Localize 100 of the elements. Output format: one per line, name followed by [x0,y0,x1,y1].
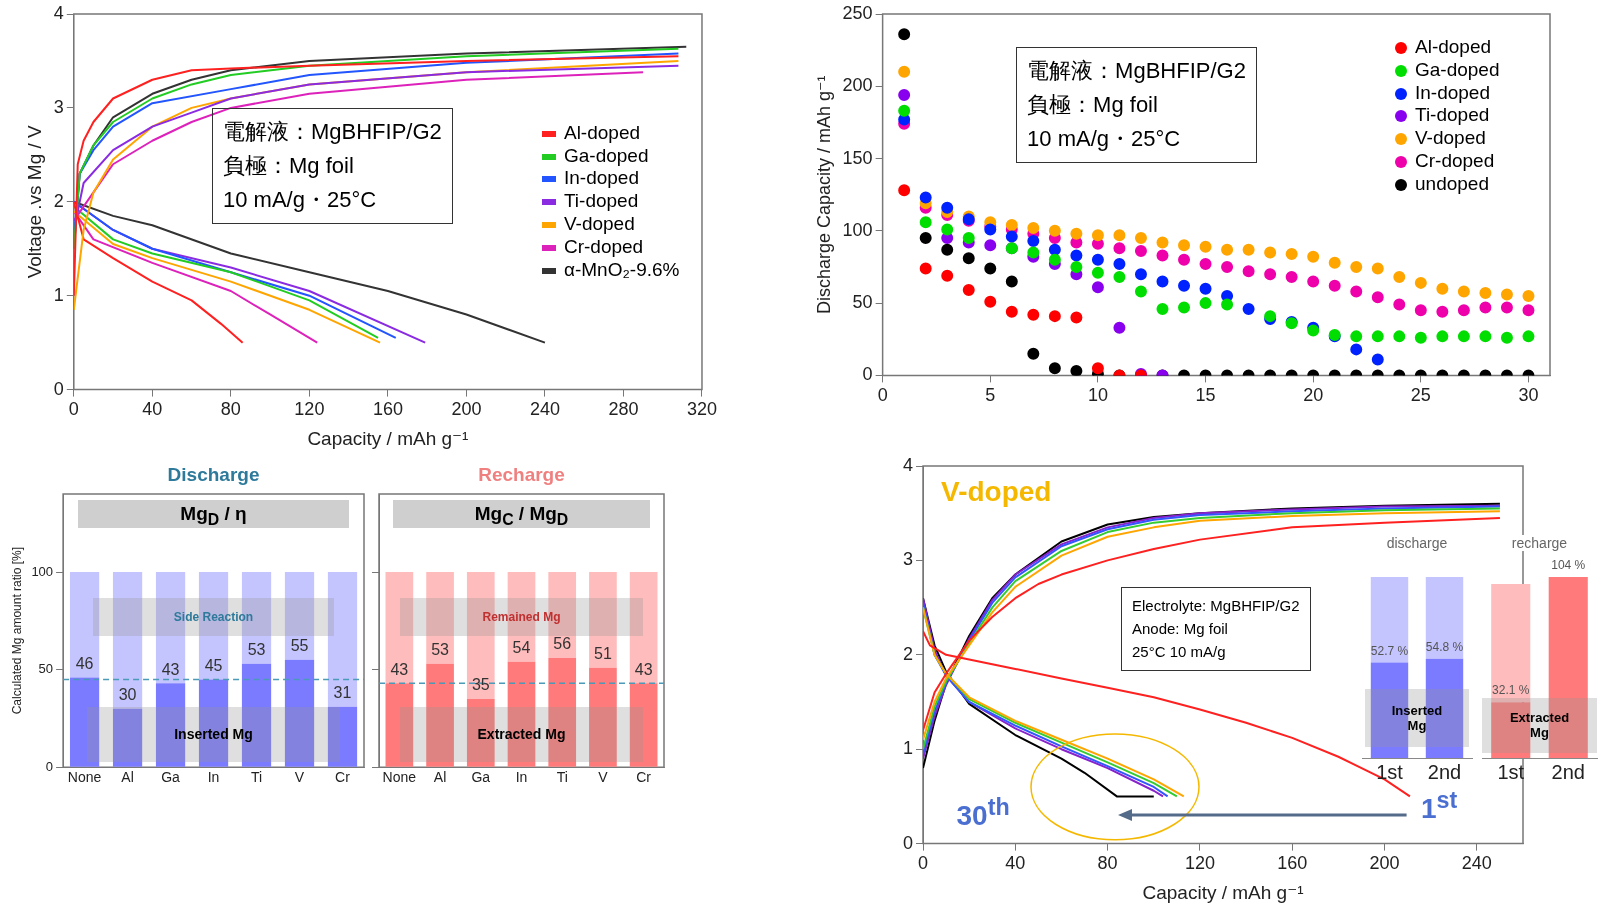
data-label: 52.7 % [1370,643,1409,658]
y-tick-label: 1 [903,738,914,759]
y-tick-label: 0 [862,364,873,385]
data-label: 54.8 % [1425,640,1464,655]
x-tick-label: Cr [335,769,351,786]
x-tick-label: 240 [529,399,560,420]
y-tick-label: 3 [903,549,914,570]
legend-label: Al-doped [563,121,641,143]
x-tick-label: 200 [1369,853,1400,874]
x-axis-title: Capacity / mAh g⁻¹ [307,427,469,449]
x-tick-label: Ti [556,769,568,786]
annotation: 25°C 10 mA/g [1132,642,1227,663]
legend-label: Ga-doped [563,144,649,166]
chart-title: V-doped [941,476,1052,508]
x-tick-label: 5 [985,385,996,406]
x-axis-title: Capacity / mAh g⁻¹ [1142,881,1304,903]
annotation: Electrolyte: MgBHFIP/G2 [1132,595,1300,616]
data-label: 53 [247,641,266,659]
x-tick-label: 15 [1195,385,1216,406]
y-tick-label: 2 [903,643,914,664]
annotation: 電解液：MgBHFIP/G2 [223,117,442,146]
y-axis-title: Calculated Mg amount ratio [%] [9,546,24,715]
y-tick-label: 4 [53,2,64,23]
x-tick-label: 0 [68,399,79,420]
legend-label: Ti-doped [563,190,639,212]
data-label: 35 [471,676,490,694]
annotation: 電解液：MgBHFIP/G2 [1027,56,1246,85]
data-label: 53 [431,641,450,659]
annotation: 10 mA/g・25°C [223,186,378,215]
x-tick-label: 1st [1497,760,1525,783]
y-axis-title: Voltage .vs Mg / V [23,124,45,279]
legend-label: Ti-doped [1415,104,1490,126]
x-tick-label: 80 [220,399,241,420]
x-tick-label: 80 [1097,853,1118,874]
y-tick-label: 4 [903,454,914,475]
y-tick-label: 150 [842,147,873,168]
x-tick-label: 30 [1518,385,1539,406]
data-label: 31 [333,684,352,702]
annotation: 負極：Mg foil [223,152,355,180]
x-tick-label: Al [433,769,447,786]
data-label: 55 [290,637,309,655]
legend-label: Ga-doped [1415,58,1500,80]
y-tick-label: 1 [53,284,64,305]
x-tick-label: Ga [161,769,181,786]
data-label: 43 [634,660,653,678]
annotation: Anode: Mg foil [1132,619,1229,640]
x-tick-label: 25 [1410,385,1431,406]
x-tick-label: None [382,769,417,786]
data-label: 46 [75,654,94,672]
legend-label: V-doped [563,212,635,234]
data-label: 56 [553,635,572,653]
y-tick-label: 100 [842,219,873,240]
data-label: 104 % [1551,558,1586,573]
x-tick-label: In [207,769,220,786]
x-tick-label: 40 [1005,853,1026,874]
x-tick-label: 10 [1087,385,1108,406]
legend-label: In-doped [563,167,639,189]
y-tick-label: 50 [38,661,54,677]
y-tick-label: 2 [53,190,64,211]
x-tick-label: Al [121,769,134,786]
x-tick-label: 120 [294,399,325,420]
legend-label: V-doped [1415,127,1486,149]
x-tick-label: 2nd [1551,760,1585,783]
x-tick-label: 0 [918,853,929,874]
x-tick-label: None [67,769,102,786]
annotation: 1$^{st}$ [1421,786,1458,826]
data-label: 32.1 % [1492,683,1530,698]
x-tick-label: 0 [877,385,888,406]
legend-label: α-MnO₂-9.6% [563,258,680,280]
annotation: 30$^{th}$ [956,794,1010,833]
legend-label: In-doped [1415,81,1491,103]
chart-title: discharge [1358,535,1476,551]
data-label: 43 [390,660,409,678]
x-tick-label: 20 [1303,385,1324,406]
legend-label: Al-doped [1415,36,1492,57]
data-label: 45 [204,656,223,674]
x-tick-label: 2nd [1427,760,1462,783]
x-tick-label: 40 [142,399,163,420]
y-tick-label: 3 [53,96,64,117]
data-label: 30 [118,686,137,704]
legend-label: Cr-doped [563,235,644,257]
x-tick-label: In [515,769,528,786]
y-axis-title: Discharge Capacity / mAh g⁻¹ [813,75,834,314]
x-tick-label: 200 [451,399,482,420]
x-tick-label: 1st [1376,760,1404,783]
x-tick-label: Cr [636,769,652,786]
chart-title: recharge [1478,535,1601,551]
x-tick-label: 160 [1277,853,1308,874]
y-tick-label: 200 [842,75,873,96]
chart-title: Recharge [477,464,566,486]
data-label: 43 [161,660,180,678]
y-tick-label: 100 [31,563,54,579]
y-tick-label: 250 [842,2,873,23]
annotation: 10 mA/g・25°C [1027,124,1182,153]
x-tick-label: 120 [1184,853,1215,874]
annotation: 負極：Mg foil [1027,90,1159,119]
y-tick-label: 0 [903,832,914,853]
x-tick-label: 320 [686,399,718,420]
legend-label: undoped [1415,172,1489,194]
x-tick-label: V [294,769,305,786]
